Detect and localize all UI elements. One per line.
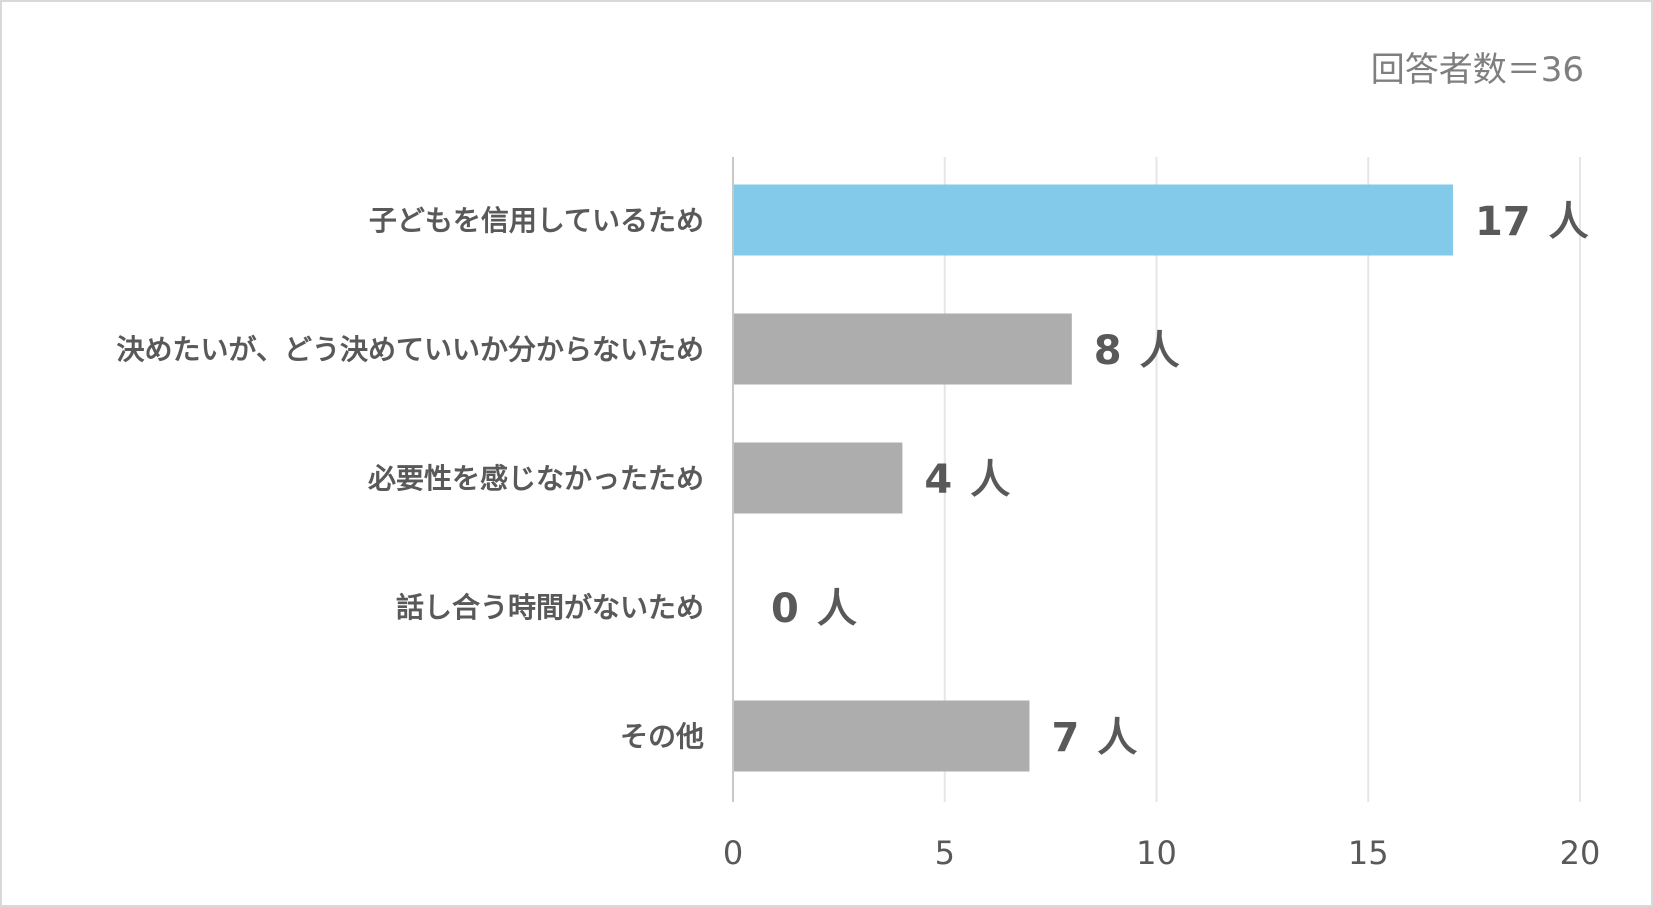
data-label-unit-3: 人 xyxy=(817,586,857,632)
category-label-1: 決めたいが、どう決めていいか分からないため xyxy=(117,333,704,366)
category-label-2: 必要性を感じなかったため xyxy=(368,462,704,495)
x-tick-0: 0 xyxy=(723,834,743,872)
bar-4 xyxy=(734,700,1030,772)
data-label-unit-0: 人 xyxy=(1549,199,1589,245)
data-label-value-2: 4 xyxy=(924,457,952,503)
gridlines xyxy=(943,157,1581,802)
category-label-0: 子どもを信用しているため xyxy=(369,204,704,237)
x-tick-5: 5 xyxy=(935,834,955,872)
category-label-3: 話し合う時間がないため xyxy=(396,591,704,624)
data-label-value-1: 8 xyxy=(1094,328,1122,374)
data-label-unit-4: 人 xyxy=(1097,715,1137,761)
data-label-value-0: 17 xyxy=(1475,199,1531,245)
data-label-value-3: 0 xyxy=(771,586,799,632)
data-label-0: 17 人 xyxy=(1475,199,1589,245)
data-label-value-4: 7 xyxy=(1051,715,1079,761)
data-label-unit-1: 人 xyxy=(1140,328,1180,374)
x-tick-15: 15 xyxy=(1348,834,1389,872)
x-tick-10: 10 xyxy=(1136,834,1177,872)
x-tick-labels: 0 5 10 15 20 xyxy=(723,834,1601,872)
respondent-count-note: 回答者数＝36 xyxy=(1371,50,1584,90)
bar-2 xyxy=(734,442,903,514)
data-labels: 17 人8 人4 人0 人7 人 xyxy=(771,199,1589,761)
x-tick-20: 20 xyxy=(1560,834,1601,872)
bar-1 xyxy=(734,313,1072,385)
data-label-unit-2: 人 xyxy=(970,457,1010,503)
category-label-4: その他 xyxy=(620,720,704,753)
bars xyxy=(734,184,1453,772)
bar-0 xyxy=(734,184,1453,256)
category-labels: 子どもを信用しているため決めたいが、どう決めていいか分からないため必要性を感じな… xyxy=(117,204,704,753)
